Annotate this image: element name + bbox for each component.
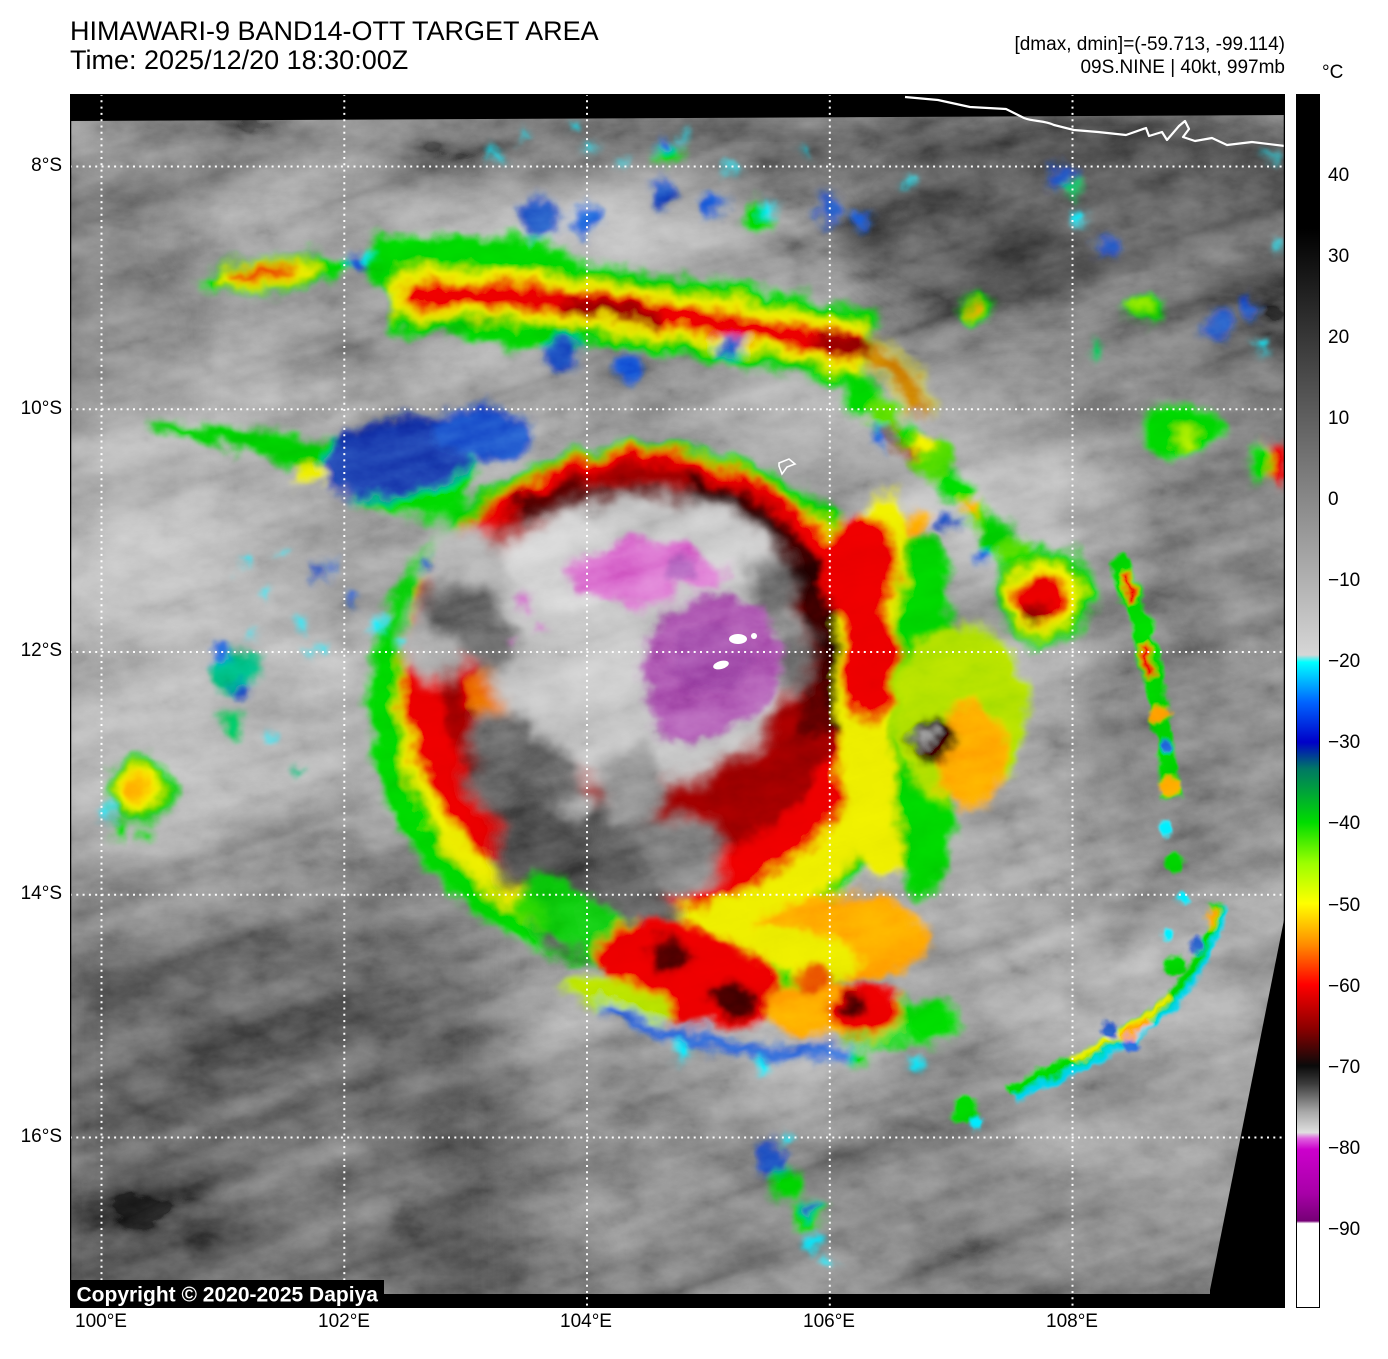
svg-text:Copyright © 2020-2025 Dapiya: Copyright © 2020-2025 Dapiya	[76, 1283, 378, 1306]
